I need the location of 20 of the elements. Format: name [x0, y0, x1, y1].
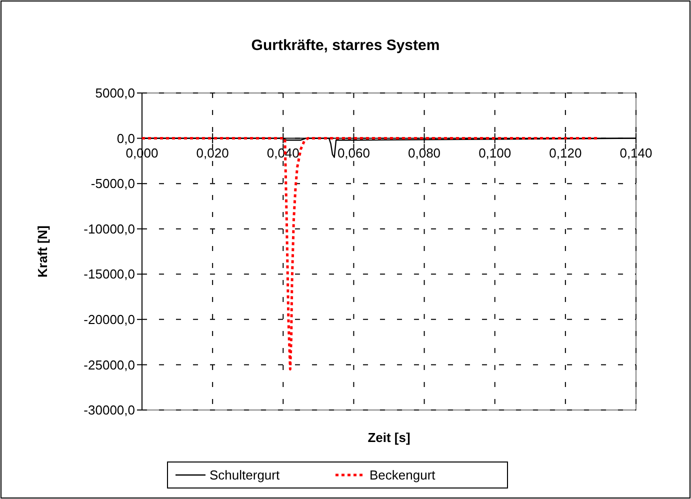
y-tick-label: -5000,0 [90, 176, 135, 192]
legend-label: Schultergurt [210, 468, 280, 483]
legend-label: Beckengurt [370, 468, 436, 483]
x-tick-label: 0,040 [266, 145, 300, 160]
x-axis-title: Zeit [s] [368, 430, 410, 445]
y-tick-label: 5000,0 [95, 86, 135, 101]
x-tick-label: 0,140 [620, 145, 652, 160]
x-tick-label: 0,020 [196, 145, 229, 160]
x-tick-label: 0,100 [478, 145, 512, 160]
y-tick-label: -30000,0 [84, 402, 135, 418]
y-tick-label: -20000,0 [84, 312, 135, 327]
x-tick-label: 0,080 [408, 145, 441, 160]
x-tick-label: 0,060 [337, 145, 370, 160]
y-tick-label: 0,0 [116, 130, 135, 146]
y-axis-title: Kraft [N] [35, 226, 50, 278]
x-tick-label: 0,120 [549, 145, 582, 160]
chart-title: Gurtkräfte, starres System [251, 37, 440, 54]
y-tick-label: -10000,0 [84, 221, 135, 236]
y-tick-label: -25000,0 [84, 357, 135, 372]
y-tick-label: -15000,0 [84, 266, 135, 282]
